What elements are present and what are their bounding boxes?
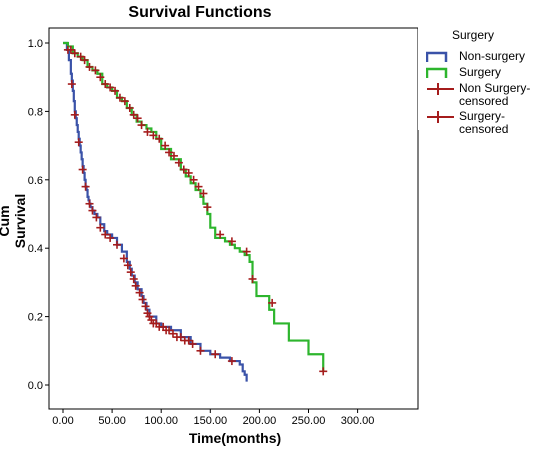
surgery-censor-marker	[120, 97, 129, 106]
non-surgery-censor-marker	[141, 302, 150, 311]
plot-area	[48, 27, 419, 410]
surgery-censor-marker	[106, 83, 115, 92]
non-surgery-censor-marker	[119, 254, 128, 263]
surgery-censor-marker	[203, 203, 212, 212]
y-tick-label: 0.4	[28, 243, 43, 255]
surgery-censor-marker	[101, 80, 110, 89]
x-axis-label: Time(months)	[188, 430, 282, 446]
non-surgery-censor-marker	[131, 281, 140, 290]
non-surgery-censor-marker	[85, 199, 94, 208]
legend-item-non-surgery-censored: Non Surgery-censored	[426, 82, 546, 112]
surgery-censor-marker	[161, 141, 170, 150]
surgery-censor-marker	[227, 237, 236, 246]
non-surgery-censor-marker	[123, 261, 132, 270]
chart-title: Survival Functions	[128, 4, 272, 21]
x-axis: 0.00 50.00 100.00 150.00 200.00 250.00 300.00	[52, 409, 374, 427]
surgery-censor-marker	[165, 148, 174, 157]
surgery-censor-marker	[111, 86, 120, 95]
surgery-censor-marker	[194, 182, 203, 191]
y-axis-label: Cum Survival	[0, 193, 28, 249]
legend-item-non-surgery: Non-surgery	[426, 50, 546, 66]
non-surgery-censor-marker	[81, 182, 90, 191]
non-surgery-censor-marker	[70, 110, 79, 119]
non-surgery-censor-marker	[78, 165, 87, 174]
legend-label-non-surgery-censored: Non Surgery-censored	[459, 81, 531, 108]
y-axis: 0.0 0.2 0.4 0.6 0.8 1.0	[28, 38, 49, 392]
surgery-censor-marker	[184, 168, 193, 177]
y-tick-label: 0.0	[28, 380, 43, 392]
non-surgery-censor-marker	[138, 295, 147, 304]
surgery-censor-marker	[85, 62, 94, 71]
surgery-censor-marker	[169, 151, 178, 160]
legend-label-surgery: Surgery	[459, 65, 502, 79]
non-surgery-censor-marker	[227, 357, 236, 366]
surgery-censor-marker	[91, 66, 100, 75]
legend-title: Surgery	[452, 28, 495, 42]
surgery-censor-marker	[319, 367, 328, 376]
surgery-censor-marker	[155, 134, 164, 143]
non-surgery-censor-marker	[196, 346, 205, 355]
legend-item-surgery-censored: Surgery-censored	[426, 110, 546, 136]
non-surgery-censor-marker	[126, 268, 135, 277]
x-tick-label: 100.00	[144, 415, 178, 427]
surgery-censor-marker	[216, 230, 225, 239]
non-surgery-censor-marker	[74, 138, 83, 147]
surgery-censor-marker	[174, 158, 183, 167]
surgery-censor-marker	[125, 103, 134, 112]
legend: Surgery Non-surgery Surgery Non Surgery-…	[418, 10, 548, 136]
y-tick-label: 1.0	[28, 38, 43, 50]
legend-item-surgery: Surgery	[426, 66, 546, 82]
non-surgery-censor-marker	[211, 350, 220, 359]
non-surgery-censor-marker	[129, 274, 138, 283]
legend-swatch-surgery	[426, 67, 448, 78]
surgery-censor-marker	[189, 175, 198, 184]
surgery-censor-marker	[80, 56, 89, 65]
legend-label-non-surgery: Non-surgery	[459, 49, 526, 63]
surgery-censor-marker	[137, 121, 146, 130]
surgery-censor-marker	[96, 73, 105, 82]
surgery-curve	[63, 41, 325, 372]
non-surgery-censor-marker	[188, 339, 197, 348]
non-surgery-censor-marker	[101, 230, 110, 239]
x-tick-label: 0.00	[52, 415, 73, 427]
surgery-censor-marker	[133, 114, 142, 123]
surgery-censor-marker	[115, 93, 124, 102]
x-tick-label: 200.00	[243, 415, 277, 427]
non-surgery-censor-marker	[92, 213, 101, 222]
non-surgery-censor-marker	[88, 206, 97, 215]
x-tick-label: 50.00	[98, 415, 126, 427]
x-tick-label: 250.00	[292, 415, 326, 427]
legend-swatch-non-surgery	[426, 51, 448, 62]
surgery-censor-marker	[149, 131, 158, 140]
non-surgery-censor-marker	[135, 288, 144, 297]
surgery-censor-marker	[199, 189, 208, 198]
y-tick-label: 0.2	[28, 312, 43, 324]
non-surgery-censor-marker	[96, 223, 105, 232]
surgery-censor-marker	[248, 274, 257, 283]
legend-swatch-surgery-censored	[427, 111, 454, 123]
surgery-censor-marker	[143, 127, 152, 136]
non-surgery-censor-marker	[106, 233, 115, 242]
legend-box	[418, 0, 550, 130]
legend-label-surgery-censored: Surgery-censored	[459, 109, 509, 136]
x-tick-label: 150.00	[193, 415, 227, 427]
surgery-censor-marker	[70, 49, 79, 58]
y-tick-label: 0.8	[28, 106, 43, 118]
surgery-censor-marker	[242, 247, 251, 256]
surgery-censor-marker	[179, 165, 188, 174]
non-surgery-censor-marker	[67, 80, 76, 89]
censor-markers	[63, 45, 328, 376]
x-tick-label: 300.00	[341, 415, 375, 427]
legend-swatch-non-surgery-censored	[427, 83, 454, 95]
surgery-censor-marker	[268, 298, 277, 307]
y-tick-label: 0.6	[28, 175, 43, 187]
non-surgery-censor-marker	[113, 240, 122, 249]
